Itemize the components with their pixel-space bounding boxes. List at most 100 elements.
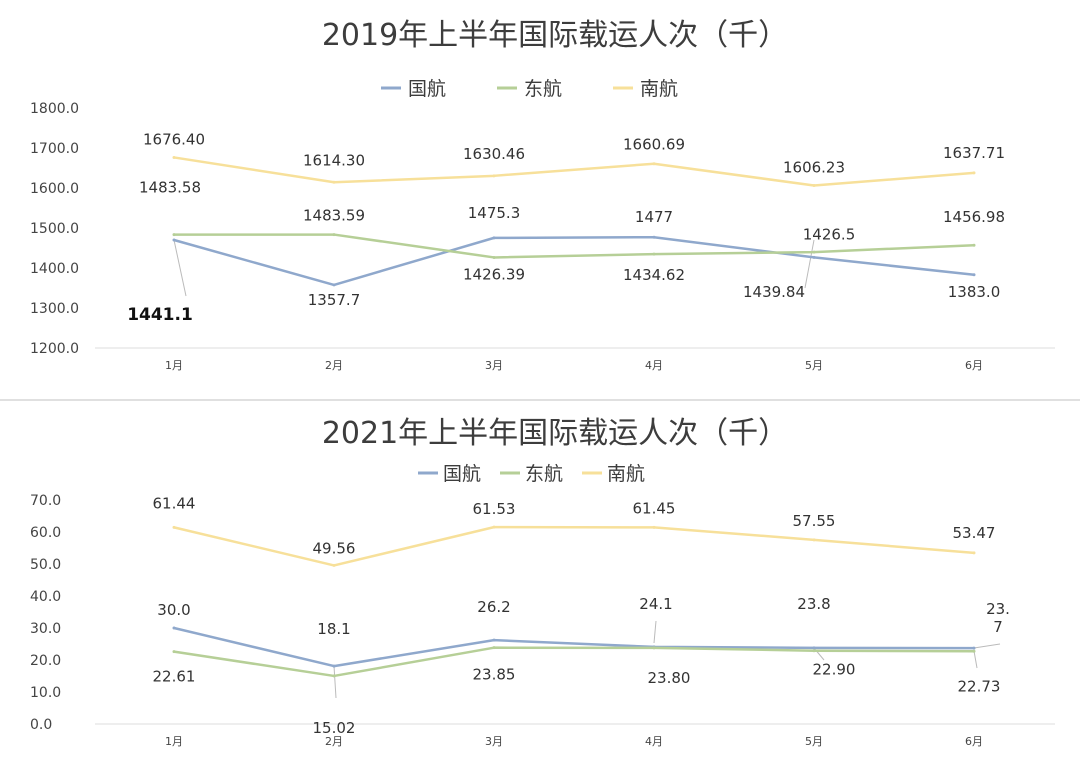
x-axis: 1月 2月 3月 4月 5月 6月 [165,359,983,372]
data-label: 1606.23 [783,159,845,177]
data-point[interactable] [332,563,336,567]
data-point[interactable] [972,649,976,653]
legend: 国航 东航 南航 [418,463,645,485]
data-point[interactable] [172,233,176,237]
data-label: 1477 [635,208,673,226]
data-point[interactable] [332,180,336,184]
data-point[interactable] [172,650,176,654]
data-point[interactable] [812,250,816,254]
y-tick-label: 1300.0 [30,301,79,317]
x-tick-label: 1月 [165,359,183,372]
legend-item[interactable]: 南航 [613,78,678,100]
leader-line [653,620,657,644]
chart-2021: 2021年上半年国际载运人次（千） 国航 东航 南航 70.0 60.0 50.… [30,416,1055,748]
data-label: 26.2 [477,598,510,616]
legend-item[interactable]: 国航 [418,463,481,485]
data-point[interactable] [652,525,656,529]
legend-label: 国航 [443,463,481,485]
data-point[interactable] [972,646,976,650]
data-label: 1637.71 [943,144,1005,162]
leader-line [973,650,978,669]
legend-item[interactable]: 南航 [582,463,645,485]
legend-item[interactable]: 东航 [497,78,562,100]
data-label: 1676.40 [143,130,205,148]
data-point[interactable] [492,638,496,642]
data-point[interactable] [812,646,816,650]
data-label: 18.1 [317,620,350,638]
data-point[interactable] [812,538,816,542]
data-label: 61.44 [153,494,196,512]
leader-line [333,665,337,699]
data-point[interactable] [172,155,176,159]
legend-label: 东航 [524,78,562,100]
data-point[interactable] [332,674,336,678]
y-tick-label: 1700.0 [30,141,79,157]
y-tick-label: 0.0 [30,717,52,733]
data-label: 1614.30 [303,151,365,169]
leader-lines [333,620,1001,699]
data-point[interactable] [172,626,176,630]
data-point[interactable] [492,236,496,240]
y-axis: 70.0 60.0 50.0 40.0 30.0 20.0 10.0 0.0 [30,493,61,733]
data-point[interactable] [492,525,496,529]
y-tick-label: 1500.0 [30,221,79,237]
data-point[interactable] [652,646,656,650]
x-tick-label: 5月 [805,359,823,372]
data-point[interactable] [972,171,976,175]
x-tick-label: 3月 [485,359,503,372]
data-point[interactable] [332,664,336,668]
y-tick-label: 1200.0 [30,341,79,357]
data-label: 23.80 [648,669,691,687]
data-point[interactable] [492,646,496,650]
series-group [172,155,976,287]
data-point[interactable] [652,235,656,239]
data-label: 1483.59 [303,207,365,225]
data-label: 1441.1 [127,305,193,325]
data-point[interactable] [812,255,816,259]
data-point[interactable] [812,649,816,653]
legend: 国航 东航 南航 [381,78,678,100]
data-label: 23.85 [473,666,516,684]
x-tick-label: 2月 [325,735,343,748]
data-labels: 30.0 18.1 26.2 24.1 23.8 23. 7 22.61 15.02 23.85 2… [153,494,1010,737]
y-axis: 1800.0 1700.0 1600.0 1500.0 1400.0 1300.… [30,101,79,357]
data-point[interactable] [492,255,496,259]
data-label: 23. 7 [986,600,1010,636]
data-labels: 1441.1 1357.7 1475.3 1477 1426.5 1383.0 1483.5… [127,130,1005,325]
series-line [173,233,975,259]
y-tick-label: 10.0 [30,685,61,701]
y-tick-label: 1800.0 [30,101,79,117]
data-label: 23.8 [797,595,830,613]
data-label: 53.47 [953,524,996,542]
data-point[interactable] [972,243,976,247]
data-label: 1439.84 [743,283,805,301]
leader-line [973,643,1001,649]
data-label: 61.45 [633,499,676,517]
data-label: 22.90 [813,661,856,679]
legend-label: 南航 [607,463,645,485]
data-point[interactable] [172,238,176,242]
data-point[interactable] [492,174,496,178]
x-tick-label: 4月 [645,359,663,372]
series-line [173,626,975,668]
y-tick-label: 1600.0 [30,181,79,197]
chart-title: 2021年上半年国际载运人次（千） [322,416,788,451]
data-point[interactable] [332,283,336,287]
data-point[interactable] [812,184,816,188]
leader-line [173,239,187,297]
legend-label: 南航 [640,78,678,100]
chart-title: 2019年上半年国际载运人次（千） [322,18,788,53]
data-point[interactable] [332,233,336,237]
data-point[interactable] [652,162,656,166]
series-line [173,646,975,678]
y-tick-label: 40.0 [30,589,61,605]
legend-item[interactable]: 国航 [381,78,446,100]
legend-item[interactable]: 东航 [500,463,563,485]
series-group [172,525,976,678]
data-point[interactable] [652,252,656,256]
data-label: 22.61 [153,668,196,686]
data-point[interactable] [972,273,976,277]
data-point[interactable] [172,525,176,529]
data-label: 1456.98 [943,208,1005,226]
data-point[interactable] [972,551,976,555]
